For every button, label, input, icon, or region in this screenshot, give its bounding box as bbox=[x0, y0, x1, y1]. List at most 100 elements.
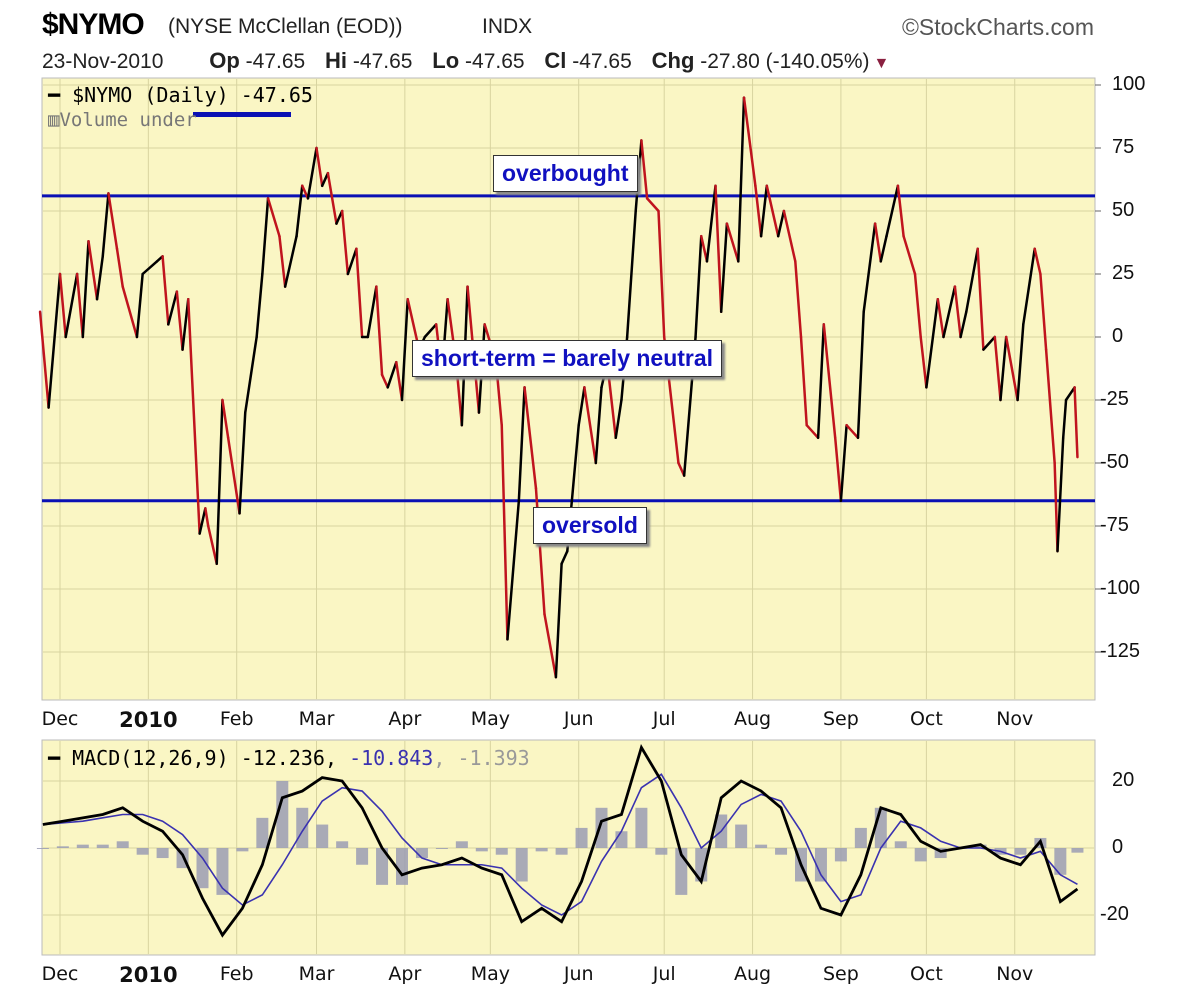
y-tick-label: -50 bbox=[1100, 451, 1129, 473]
histogram-bar bbox=[834, 848, 847, 862]
nymo-line-segment bbox=[87, 239, 99, 301]
histogram-bar bbox=[535, 848, 548, 852]
nymo-line-segment bbox=[386, 360, 398, 389]
histogram-bar bbox=[1054, 848, 1067, 875]
nymo-line-segment bbox=[204, 507, 210, 528]
histogram-bar bbox=[755, 844, 768, 848]
nymo-line-segment bbox=[1064, 386, 1076, 402]
histogram-bar bbox=[615, 831, 628, 848]
histogram-bar bbox=[116, 841, 129, 848]
x-tick-label: Oct bbox=[909, 963, 943, 985]
x-tick-label: Dec bbox=[41, 963, 79, 985]
nymo-line-segment bbox=[187, 297, 201, 535]
nymo-line-segment bbox=[315, 146, 324, 188]
nymo-line-segment bbox=[902, 234, 917, 276]
nymo-line-segment bbox=[161, 255, 170, 326]
legend-period: (Daily) bbox=[144, 83, 229, 107]
y-tick-label: -75 bbox=[1100, 514, 1129, 536]
low-label: Lo bbox=[432, 48, 460, 73]
nymo-line-segment bbox=[965, 247, 979, 314]
nymo-line-segment bbox=[640, 139, 649, 200]
nymo-line-segment bbox=[993, 335, 1002, 402]
histogram-bar bbox=[595, 807, 608, 848]
nymo-line-segment bbox=[141, 260, 159, 276]
histogram-bar bbox=[515, 848, 528, 882]
nymo-line-segment bbox=[1022, 247, 1036, 326]
nymo-line-segment bbox=[583, 386, 598, 465]
y-tick-label: -125 bbox=[1100, 640, 1141, 662]
histogram-bar bbox=[376, 848, 389, 885]
nymo-line-segment bbox=[845, 423, 860, 440]
histogram-bar bbox=[814, 848, 827, 882]
nymo-line-segment bbox=[238, 411, 247, 515]
nymo-line-segment bbox=[657, 209, 666, 339]
x-tick-label: Mar bbox=[298, 963, 335, 985]
histogram-bar bbox=[635, 807, 648, 848]
nymo-line-segment bbox=[400, 297, 409, 402]
quote-date: 23-Nov-2010 bbox=[42, 50, 164, 73]
nymo-line-segment bbox=[500, 423, 509, 641]
nymo-line-segment bbox=[925, 297, 940, 389]
nymo-line-segment bbox=[953, 285, 962, 339]
x-tick-label: Jun bbox=[563, 708, 594, 730]
x-tick-label: Mar bbox=[298, 708, 335, 730]
high-value: -47.65 bbox=[352, 50, 413, 73]
change-value: -27.80 (-140.05%) bbox=[700, 50, 870, 73]
nymo-line-segment bbox=[75, 272, 85, 339]
annotation-overbought: overbought bbox=[493, 155, 638, 192]
histogram-bar bbox=[455, 841, 468, 848]
nymo-line-segment bbox=[1016, 323, 1025, 402]
x-tick-label: Oct bbox=[909, 708, 943, 730]
high-label: Hi bbox=[325, 48, 348, 73]
nymo-line-segment bbox=[759, 184, 769, 238]
y-tick-label: 0 bbox=[1112, 836, 1124, 858]
nymo-line-segment bbox=[306, 146, 318, 200]
nymo-line-segment bbox=[355, 247, 364, 339]
histogram-bar bbox=[256, 817, 269, 848]
histogram-bar bbox=[495, 848, 508, 855]
x-tick-label: Jul bbox=[652, 708, 676, 730]
histogram-bar bbox=[56, 846, 69, 848]
x-tick-label: May bbox=[470, 963, 510, 985]
annotation-neutral: short-term = barely neutral bbox=[412, 340, 723, 377]
x-tick-label: Jul bbox=[652, 963, 676, 985]
histogram-bar bbox=[336, 841, 349, 848]
down-triangle-icon: ▼ bbox=[873, 55, 890, 72]
nymo-line-segment bbox=[885, 184, 900, 238]
x-tick-label: Nov bbox=[996, 963, 1034, 985]
nymo-line-segment bbox=[58, 272, 67, 339]
symbol-title: $NYMO bbox=[42, 8, 145, 41]
close-label: Cl bbox=[544, 48, 567, 73]
nymo-line-segment bbox=[326, 171, 338, 225]
nymo-line-segment bbox=[833, 436, 843, 503]
nymo-line-segment bbox=[320, 171, 330, 188]
nymo-line-segment bbox=[38, 310, 50, 409]
x-tick-label: Sep bbox=[822, 708, 859, 730]
line-swatch-icon: ━ bbox=[48, 83, 61, 107]
nymo-line-segment bbox=[614, 398, 623, 440]
histogram-bar bbox=[136, 848, 149, 855]
nymo-line-segment bbox=[395, 360, 404, 402]
exchange-label: INDX bbox=[482, 15, 533, 38]
nymo-line-segment bbox=[959, 310, 968, 339]
annotation-oversold: oversold bbox=[533, 507, 647, 544]
nymo-line-segment bbox=[765, 184, 780, 238]
x-tick-label: Aug bbox=[733, 963, 772, 985]
nymo-line-segment bbox=[95, 255, 104, 301]
nymo-line-segment bbox=[594, 386, 603, 465]
x-tick-label: 2010 bbox=[119, 963, 178, 987]
y-tick-label: 0 bbox=[1112, 325, 1124, 347]
histogram-bar bbox=[914, 848, 927, 862]
nymo-line-segment bbox=[805, 423, 820, 440]
nymo-line-segment bbox=[198, 507, 207, 535]
nymo-line-segment bbox=[554, 562, 563, 679]
histogram-bar bbox=[854, 827, 867, 848]
open-label: Op bbox=[209, 48, 240, 73]
histogram-bar bbox=[894, 841, 907, 848]
nymo-line-segment bbox=[822, 323, 837, 440]
x-tick-label: Feb bbox=[219, 963, 254, 985]
histogram-bar bbox=[156, 848, 169, 859]
nymo-line-segment bbox=[523, 386, 538, 490]
nymo-line-segment bbox=[543, 612, 558, 679]
nymo-line-segment bbox=[982, 335, 997, 351]
